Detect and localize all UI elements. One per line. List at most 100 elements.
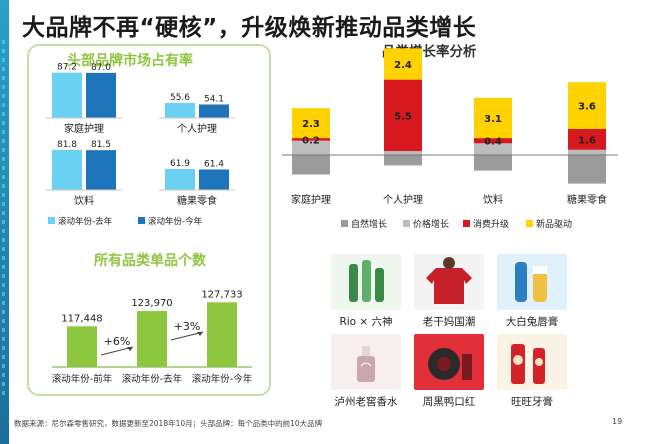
- share-value-label: 81.5: [91, 140, 111, 150]
- share-category-label: 糖果零食: [177, 194, 217, 207]
- growth-value-label: 3.1: [484, 114, 502, 125]
- toothpaste-icon: [511, 344, 545, 384]
- growth-stack-segment: [384, 48, 422, 80]
- share-bar: [86, 150, 116, 190]
- growth-stack-segment: [568, 82, 606, 129]
- perfume-icon: [357, 346, 375, 382]
- share-bar: [86, 72, 116, 118]
- share-bar: [165, 168, 195, 190]
- growth-value-label: 2.4: [394, 60, 412, 71]
- growth-legend-swatch: [403, 220, 410, 227]
- growth-category-label: 家庭护理: [291, 193, 331, 206]
- growth-value-label: 5.5: [394, 111, 412, 122]
- brand-caption: 大白兔唇膏: [505, 316, 559, 328]
- share-legend-label: 滚动年份-去年: [58, 216, 113, 227]
- brand-image-toothpaste-icon: [497, 334, 567, 390]
- count-bar: [137, 311, 167, 367]
- share-section-title: 头部品牌市场占有率: [67, 53, 193, 69]
- growth-value-label: 0.2: [302, 135, 320, 146]
- share-category-label: 家庭护理: [64, 122, 104, 135]
- brand-caption: 老干妈国潮: [422, 316, 476, 328]
- growth-stack-segment: [474, 138, 512, 144]
- share-value-label: 87.2: [57, 63, 77, 73]
- growth-stack-segment: [474, 155, 512, 171]
- share-value-label: 55.6: [170, 93, 190, 103]
- share-value-label: 61.9: [170, 159, 190, 169]
- count-bar: [67, 326, 97, 367]
- growth-stack-segment: [292, 155, 330, 175]
- count-bar: [207, 302, 237, 367]
- share-value-label: 81.8: [57, 140, 77, 150]
- growth-annotation: +3%: [174, 320, 201, 333]
- count-category-label: 滚动年份-今年: [192, 373, 253, 385]
- growth-annotation: +6%: [104, 335, 131, 348]
- growth-arrowhead: [197, 332, 203, 336]
- count-value-label: 117,448: [61, 313, 102, 324]
- count-value-label: 127,733: [201, 289, 242, 300]
- share-value-label: 61.4: [204, 159, 224, 169]
- share-category-label: 个人护理: [177, 122, 217, 135]
- share-bar: [52, 72, 82, 118]
- growth-stack-segment: [384, 151, 422, 155]
- growth-legend-label: 价格增长: [413, 218, 449, 230]
- share-bar: [52, 149, 82, 190]
- growth-arrow: [170, 331, 204, 341]
- growth-category-label: 糖果零食: [567, 193, 607, 206]
- growth-legend-swatch: [341, 220, 348, 227]
- share-value-label: 54.1: [204, 94, 224, 104]
- lip-balm-icon: [515, 262, 547, 302]
- brand-image-bottle-icon: [331, 254, 401, 310]
- growth-legend-label: 自然增长: [351, 218, 387, 230]
- growth-value-label: 3.6: [578, 102, 596, 113]
- growth-value-label: 0.4: [484, 137, 502, 148]
- brand-caption: 旺旺牙膏: [511, 396, 553, 408]
- growth-legend-label: 消费升级: [473, 218, 509, 230]
- growth-legend-label: 新品驱动: [536, 218, 572, 230]
- growth-arrow: [100, 346, 134, 356]
- brand-caption: 周黑鸭口红: [422, 396, 476, 408]
- growth-stack-segment: [474, 143, 512, 155]
- sweater-icon: [426, 257, 472, 304]
- left-decorative-strip: [0, 0, 9, 444]
- page-title: 大品牌不再“硬核”，升级焕新推动品类增长: [22, 15, 477, 41]
- share-category-label: 饮料: [74, 194, 94, 207]
- lipstick-icon: [428, 348, 472, 380]
- left-panel-frame: [27, 44, 271, 396]
- brand-image-lipstick-icon: [414, 334, 484, 390]
- growth-value-label: 1.6: [578, 135, 596, 146]
- growth-stack-segment: [568, 149, 606, 155]
- growth-stack-segment: [568, 129, 606, 150]
- bottle-icon: [349, 260, 384, 302]
- share-legend-swatch: [48, 217, 55, 224]
- growth-stack-segment: [292, 108, 330, 139]
- count-category-label: 滚动年份-去年: [122, 373, 183, 385]
- growth-stack-segment: [474, 97, 512, 139]
- share-legend-label: 滚动年份-今年: [148, 216, 203, 227]
- growth-stack-segment: [384, 155, 422, 166]
- share-bar: [199, 169, 229, 190]
- footnote: 数据来源：尼尔森零售研究，数据更新至2018年10月；头部品牌：每个品类中的前1…: [14, 419, 323, 428]
- page-number: 19: [612, 417, 623, 426]
- growth-value-label: 2.3: [302, 119, 320, 130]
- brand-image-perfume-icon: [331, 334, 401, 390]
- growth-stack-segment: [384, 79, 422, 152]
- growth-category-label: 饮料: [483, 193, 503, 206]
- growth-stack-segment: [568, 155, 606, 184]
- share-legend-swatch: [138, 217, 145, 224]
- count-category-label: 滚动年份-前年: [52, 373, 113, 385]
- growth-stack-segment: [292, 138, 330, 141]
- count-value-label: 123,970: [131, 298, 172, 309]
- brand-image-sweater-icon: [414, 254, 484, 310]
- growth-stack-segment: [292, 140, 330, 155]
- share-bar: [199, 104, 229, 118]
- share-bar: [165, 103, 195, 118]
- growth-legend-swatch: [526, 220, 533, 227]
- growth-legend-swatch: [463, 220, 470, 227]
- brand-caption: 泸州老窖香水: [334, 396, 398, 408]
- count-section-title: 所有品类单品个数: [94, 253, 206, 269]
- share-value-label: 87.0: [91, 63, 111, 73]
- growth-arrowhead: [127, 347, 133, 351]
- growth-category-label: 个人护理: [383, 193, 423, 206]
- brand-image-lip-balm-icon: [497, 254, 567, 310]
